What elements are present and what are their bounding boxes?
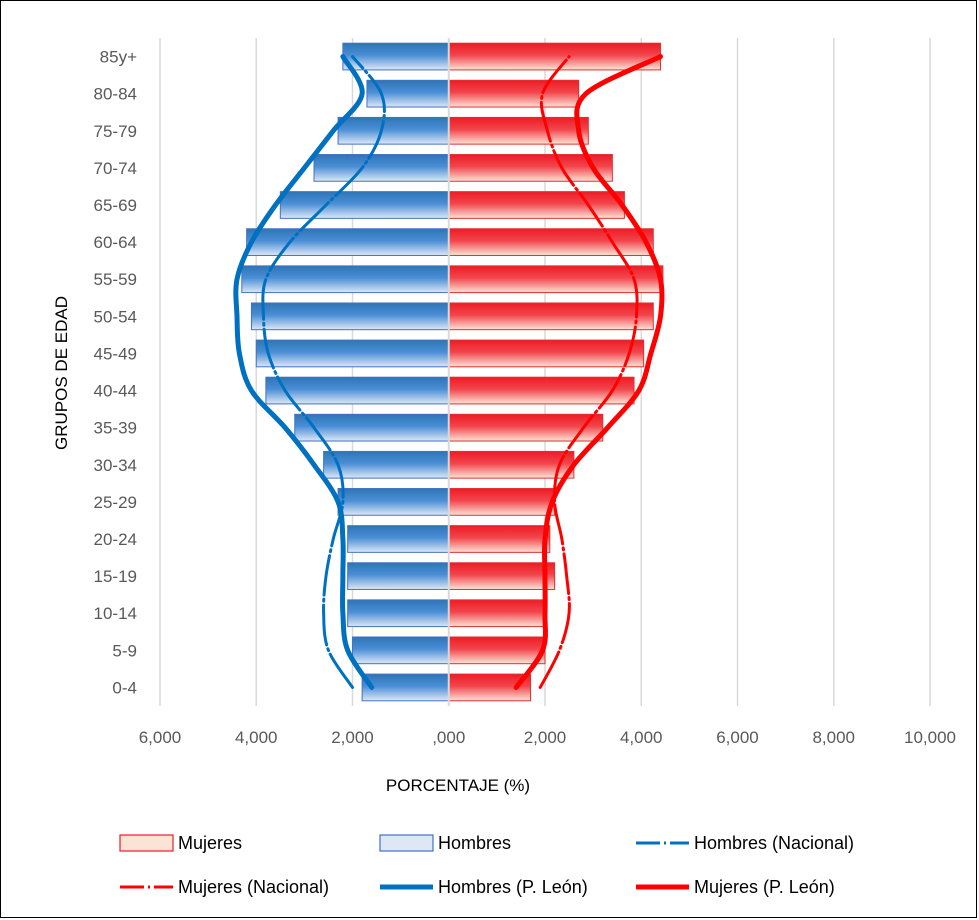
hombres-bar	[352, 636, 450, 665]
legend-item: Hombres (P. León)	[380, 877, 588, 897]
series-line	[261, 55, 386, 689]
hombres-bar	[241, 265, 450, 294]
hombres-bar	[366, 79, 450, 108]
mujeres-bars	[447, 38, 664, 706]
mujeres-bar	[448, 191, 625, 219]
legend: Mujeres Hombres Hombres (Nacional) Mujeres …	[119, 833, 854, 897]
legend-label: Mujeres	[178, 833, 242, 853]
y-tick-label: 60-64	[94, 233, 137, 252]
legend-item: Mujeres (P. León)	[636, 877, 835, 897]
mujeres-bar	[448, 42, 661, 71]
x-tick-label: ,000	[432, 728, 465, 747]
mujeres-bar	[448, 599, 546, 628]
series-lines	[233, 54, 665, 690]
mujeres-bar	[448, 450, 575, 479]
y-tick-label: 50-54	[94, 307, 137, 326]
y-tick-label: 75-79	[94, 122, 137, 141]
series-line	[538, 55, 639, 689]
y-tick-labels: 0-4 5-9 10-14 15-19 20-24 25-29 30-34 35-39 40-4…	[94, 48, 138, 698]
legend-label: Hombres	[438, 833, 511, 853]
legend-item: Mujeres	[119, 833, 242, 853]
x-axis-title: PORCENTAJE (%)	[386, 776, 530, 795]
y-tick-label: 0-4	[112, 678, 137, 697]
x-tick-label: 4,000	[620, 728, 663, 747]
hombres-bars	[241, 42, 450, 702]
mujeres-bar	[448, 339, 645, 368]
y-tick-label: 15-19	[94, 567, 137, 586]
y-tick-label: 40-44	[94, 382, 137, 401]
hombres-bar	[294, 413, 450, 442]
series-line	[513, 54, 665, 690]
y-tick-label: 85y+	[100, 48, 137, 67]
hombres-bar	[313, 154, 450, 182]
mujeres-bar	[448, 228, 654, 256]
legend-item: Hombres (Nacional)	[636, 833, 854, 853]
hombres-bar	[279, 191, 450, 219]
x-tick-label: 8,000	[812, 728, 855, 747]
x-tick-label: 10,000	[904, 728, 956, 747]
legend-swatch	[119, 834, 174, 852]
y-tick-label: 20-24	[94, 530, 137, 549]
hombres-bar	[255, 339, 450, 368]
mujeres-bar	[448, 636, 546, 665]
legend-item: Hombres	[379, 833, 511, 853]
y-tick-label: 35-39	[94, 419, 137, 438]
hombres-bar	[347, 525, 450, 553]
legend-label: Mujeres (P. León)	[694, 877, 835, 897]
hombres-bar	[347, 562, 450, 590]
mujeres-bar	[448, 154, 613, 182]
x-tick-label: 4,000	[235, 728, 278, 747]
mujeres-bar	[448, 79, 580, 108]
y-tick-label: 45-49	[94, 344, 137, 363]
legend-label: Mujeres (Nacional)	[178, 877, 329, 897]
y-tick-label: 65-69	[94, 196, 137, 215]
y-tick-label: 5-9	[112, 641, 137, 660]
mujeres-bar	[448, 413, 604, 442]
hombres-bar	[337, 116, 450, 145]
x-tick-label: 6,000	[716, 728, 759, 747]
mujeres-bar	[448, 265, 664, 294]
hombres-bar	[246, 228, 450, 256]
series-line	[233, 54, 375, 690]
y-tick-label: 25-29	[94, 493, 137, 512]
x-tick-label: 2,000	[524, 728, 567, 747]
y-tick-label: 80-84	[94, 85, 137, 104]
mujeres-bar	[448, 116, 589, 145]
y-tick-label: 55-59	[94, 270, 137, 289]
legend-swatch	[379, 834, 434, 852]
y-tick-label: 70-74	[94, 159, 137, 178]
hombres-bar	[337, 488, 450, 516]
legend-label: Hombres (P. León)	[438, 877, 588, 897]
hombres-bar	[361, 673, 450, 702]
mujeres-bar	[448, 488, 556, 516]
x-tick-label: 2,000	[331, 728, 374, 747]
hombres-bar	[250, 302, 450, 331]
y-axis-title: GRUPOS DE EDAD	[52, 296, 71, 450]
mujeres-bar	[448, 302, 654, 331]
legend-item: Mujeres (Nacional)	[120, 877, 329, 897]
mujeres-bar	[448, 525, 551, 553]
hombres-bar	[342, 42, 450, 71]
y-tick-label: 10-14	[94, 604, 137, 623]
mujeres-bar	[448, 376, 635, 405]
hombres-bar	[347, 599, 450, 628]
x-tick-label: 6,000	[139, 728, 182, 747]
legend-label: Hombres (Nacional)	[694, 833, 854, 853]
mujeres-bar	[448, 562, 556, 590]
x-tick-labels: 6,000 4,000 2,000 ,000 2,000 4,000 6,000 8,000 1…	[139, 728, 956, 747]
y-tick-label: 30-34	[94, 456, 137, 475]
